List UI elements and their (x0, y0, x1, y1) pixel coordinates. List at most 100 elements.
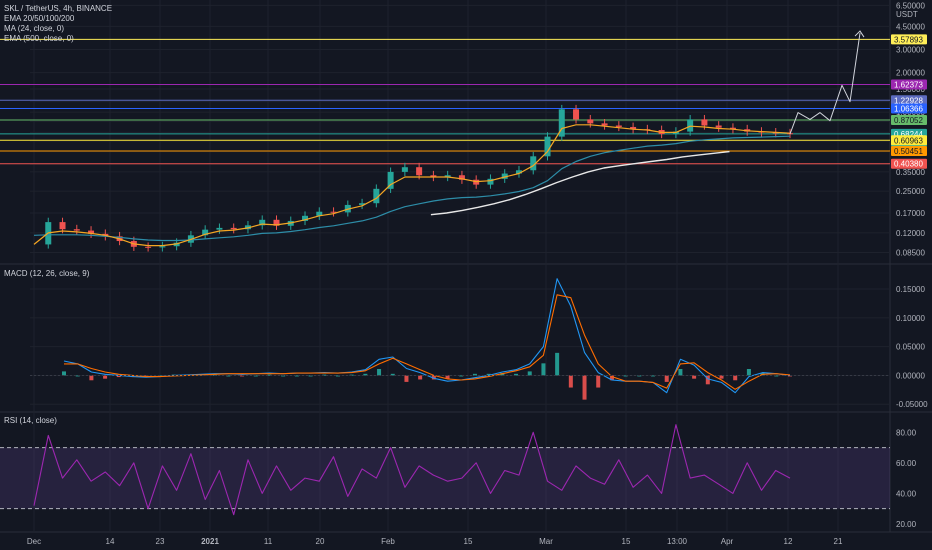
candle-body[interactable] (544, 136, 551, 157)
candle-body[interactable] (715, 125, 722, 128)
time-tick-label: 2021 (201, 537, 219, 546)
candle-body[interactable] (487, 178, 494, 185)
candle-body[interactable] (530, 156, 537, 171)
macd-histogram-bar (267, 374, 272, 376)
candle-body[interactable] (515, 170, 522, 174)
macd-histogram-bar (733, 375, 738, 381)
time-tick-label: Mar (539, 537, 553, 546)
candle-body[interactable] (316, 211, 323, 216)
level-badge[interactable] (891, 135, 927, 146)
time-tick-label: Feb (381, 537, 395, 546)
macd-histogram-bar (623, 375, 628, 377)
rsi-band (0, 447, 890, 509)
rsi-legend[interactable]: RSI (14, close) (4, 416, 57, 425)
macd-histogram-bar (705, 375, 710, 385)
macd-histogram-bar (651, 375, 656, 377)
level-badge-label: 0.60963 (894, 136, 923, 145)
candle-body[interactable] (216, 227, 223, 230)
candle-body[interactable] (273, 219, 280, 226)
level-badge-label: 3.57893 (894, 35, 923, 44)
candle-body[interactable] (701, 119, 708, 126)
macd-histogram-bar (692, 375, 697, 379)
projection-path[interactable] (789, 33, 861, 135)
time-tick-label: 13:00 (667, 537, 688, 546)
candle-body[interactable] (501, 173, 508, 179)
level-badge-label: 0.87052 (894, 116, 923, 125)
macd-histogram-bar (363, 373, 368, 376)
candle-body[interactable] (302, 215, 309, 221)
candle-body[interactable] (630, 126, 637, 130)
ema20-line[interactable] (33, 124, 791, 247)
price-axis[interactable]: 6.50000USDT4.500003.000002.000001.500001… (891, 1, 928, 529)
indicator-ema500[interactable]: EMA (500, close, 0) (4, 34, 74, 43)
macd-histogram-bar (62, 371, 66, 376)
ema100-line[interactable] (33, 135, 791, 242)
macd-histogram-bar (664, 375, 669, 382)
macd-signal-line[interactable] (64, 294, 791, 390)
price-tick-label: 6.50000 (896, 1, 925, 10)
rsi-tick-label: 20.00 (896, 520, 917, 529)
price-tick-label: USDT (896, 10, 918, 19)
time-axis[interactable]: Dec 14 23 2021 11 20 Feb 15 Mar 15 13:00 Apr 12 21 (27, 537, 843, 546)
level-badge-label: 0.68244 (894, 130, 923, 139)
candle-body[interactable] (259, 219, 266, 226)
candle-body[interactable] (601, 123, 608, 126)
level-badge-label: 1.62373 (894, 80, 923, 89)
candle-body[interactable] (444, 175, 451, 177)
rsi-tick-label: 80.00 (896, 428, 917, 437)
level-badge[interactable] (891, 34, 927, 45)
time-tick-label: 20 (316, 537, 325, 546)
price-pane[interactable] (0, 30, 890, 252)
candle-body[interactable] (159, 246, 166, 248)
candle-body[interactable] (558, 109, 565, 137)
candle-body[interactable] (687, 119, 694, 132)
candle-body[interactable] (587, 119, 594, 124)
candle-body[interactable] (401, 167, 408, 172)
price-tick-label: 4.50000 (896, 22, 925, 31)
candle-body[interactable] (202, 229, 209, 236)
candle-body[interactable] (73, 229, 80, 231)
grid-lines (0, 0, 932, 533)
macd-tick-label: 0.10000 (896, 314, 925, 323)
time-tick-label: 12 (784, 537, 793, 546)
indicator-ma24[interactable]: MA (24, close, 0) (4, 24, 65, 33)
macd-tick-label: 0.15000 (896, 285, 925, 294)
level-badge[interactable] (891, 79, 927, 90)
time-tick-label: 15 (622, 537, 631, 546)
candle-body[interactable] (458, 175, 465, 180)
macd-histogram-bar (568, 375, 573, 388)
candle-body[interactable] (88, 230, 95, 234)
macd-histogram-bar (555, 352, 560, 376)
rsi-pane[interactable] (0, 424, 890, 516)
level-badge[interactable] (891, 95, 927, 106)
candle-body[interactable] (373, 188, 380, 204)
candle-body[interactable] (615, 125, 622, 127)
macd-pane[interactable] (30, 278, 890, 400)
macd-legend[interactable]: MACD (12, 26, close, 9) (4, 269, 90, 278)
level-badge[interactable] (891, 114, 927, 125)
candle-body[interactable] (145, 246, 152, 248)
candle-body[interactable] (387, 171, 394, 189)
candle-body[interactable] (573, 109, 580, 120)
macd-tick-label: 0.00000 (896, 371, 925, 380)
rsi-line[interactable] (33, 424, 791, 516)
ema500-line[interactable] (430, 150, 730, 216)
macd-histogram-bar (322, 374, 327, 376)
candle-body[interactable] (359, 203, 366, 205)
macd-histogram-bar (609, 375, 614, 381)
candle-body[interactable] (330, 211, 337, 213)
level-badge[interactable] (891, 158, 927, 169)
candle-body[interactable] (430, 175, 437, 177)
indicator-ema-group[interactable]: EMA 20/50/100/200 (4, 14, 75, 23)
level-badge[interactable] (891, 103, 927, 114)
macd-histogram-bar (89, 375, 94, 381)
candle-body[interactable] (59, 222, 66, 230)
candle-body[interactable] (416, 167, 423, 176)
level-badge-label: 0.50451 (894, 147, 923, 156)
candle-body[interactable] (729, 127, 736, 130)
level-badge[interactable] (891, 146, 927, 157)
macd-histogram-bar (390, 373, 395, 376)
candle-body[interactable] (230, 227, 237, 230)
candle-body[interactable] (244, 225, 251, 230)
